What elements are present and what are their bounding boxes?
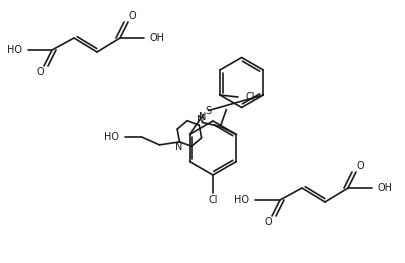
Text: O: O [355,161,363,171]
Text: OH: OH [377,183,392,193]
Text: O: O [128,11,136,21]
Text: Cl: Cl [208,195,217,205]
Text: N: N [174,142,182,152]
Text: N: N [198,113,206,123]
Text: HO: HO [104,132,119,142]
Text: Cl: Cl [245,92,255,102]
Text: HO: HO [233,195,248,205]
Text: S: S [205,107,211,117]
Text: OH: OH [149,33,164,43]
Text: HO: HO [7,45,22,55]
Text: O: O [36,67,44,77]
Text: N: N [196,115,203,125]
Text: O: O [264,217,271,227]
